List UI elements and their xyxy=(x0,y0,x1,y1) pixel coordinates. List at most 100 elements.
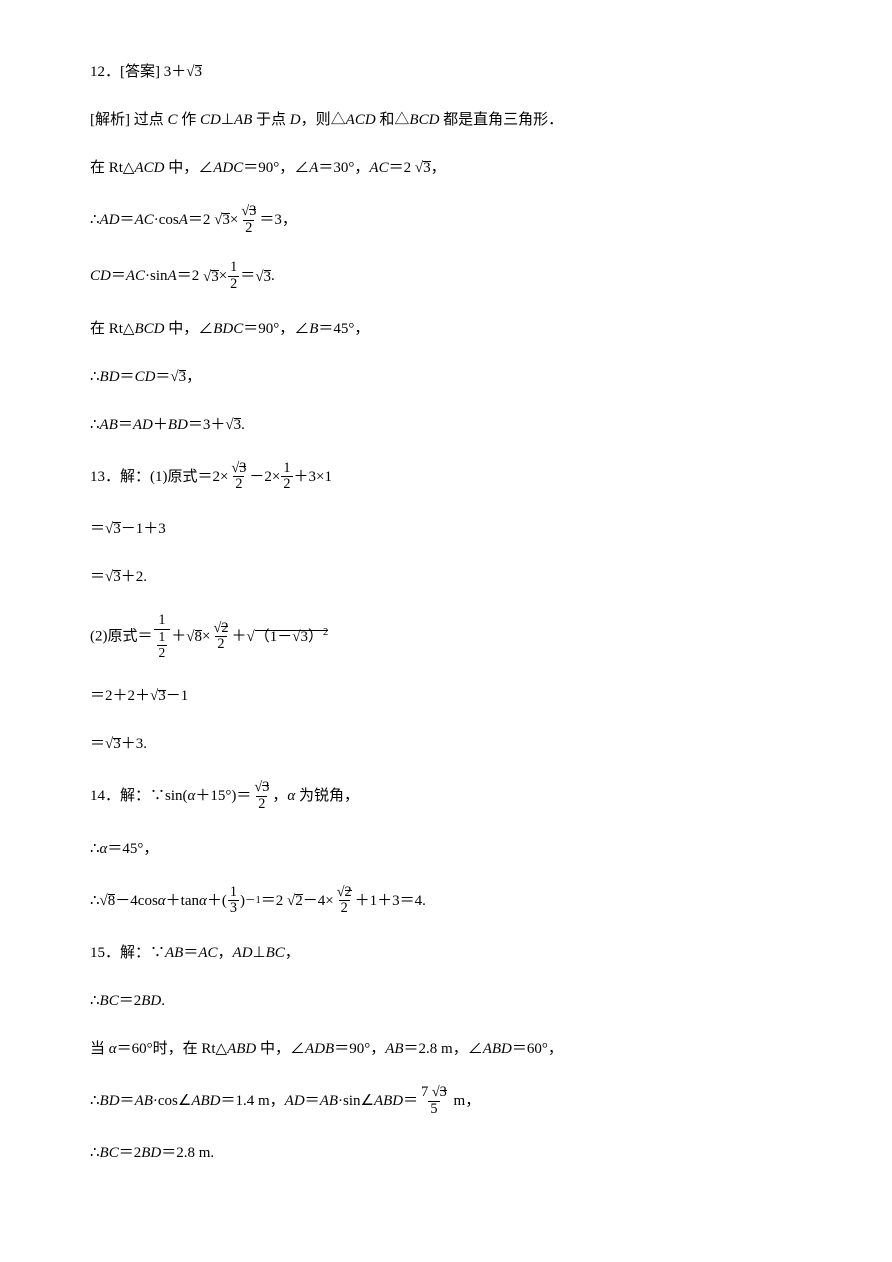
exponent: 2 xyxy=(323,627,328,638)
sqrt-icon: √3 xyxy=(105,565,121,589)
text: ＝2 xyxy=(119,993,142,1009)
var: α xyxy=(158,893,166,909)
q15-line5: ∴BC＝2BD＝2.8 m. xyxy=(90,1141,802,1165)
var: AC xyxy=(126,269,145,285)
text: ＋2. xyxy=(121,569,147,585)
sqrt-icon: √2 xyxy=(337,885,352,901)
text: ＝ xyxy=(155,369,170,385)
text: ·sin xyxy=(145,269,168,285)
text: ＋ xyxy=(171,629,186,645)
text: ·cos∠ xyxy=(153,1093,191,1109)
q13-line3: ＝√3＋2. xyxy=(90,565,802,589)
text: ⊥ xyxy=(221,112,234,128)
fraction: 7 √35 xyxy=(419,1085,449,1117)
sqrt-icon: √3 xyxy=(203,265,219,289)
text: ＝45°， xyxy=(107,841,158,857)
var: BD xyxy=(141,993,161,1009)
radicand: 2 xyxy=(345,884,352,900)
text: 14．解：∵sin( xyxy=(90,789,188,805)
q14-line2: ∴α＝45°， xyxy=(90,837,802,861)
text: ＝3＋ xyxy=(188,417,226,433)
sqrt-icon: √3 xyxy=(241,204,256,220)
q15-line2: ∴BC＝2BD. xyxy=(90,989,802,1013)
denom: 5 xyxy=(428,1101,439,1118)
radicand: 3 xyxy=(179,369,187,385)
radicand: 2 xyxy=(295,893,303,909)
q12-line2: 在 Rt△ACD 中，∠ADC＝90°，∠A＝30°，AC＝2 √3， xyxy=(90,156,802,180)
var: BD xyxy=(141,1145,161,1161)
var: D xyxy=(290,112,301,128)
var: ABD xyxy=(227,1041,256,1057)
text: ＝ xyxy=(90,521,105,537)
q12-line7: ∴AB＝AD＋BD＝3＋√3. xyxy=(90,413,802,437)
text: × xyxy=(219,269,227,285)
denom: 2 xyxy=(281,476,292,493)
fraction: √22 xyxy=(211,621,230,653)
text: ∴ xyxy=(90,212,100,228)
text: 中，∠ xyxy=(164,160,213,176)
var: AD xyxy=(233,945,253,961)
fraction: √32 xyxy=(239,204,258,236)
radicand: 3 xyxy=(194,64,202,80)
q12-answer: 12．[答案] 3＋√3 xyxy=(90,60,802,84)
var: BDC xyxy=(213,321,243,337)
q12-line4: CD＝AC·sinA＝2 √3×12＝√3. xyxy=(90,260,802,292)
sqrt-icon: √2 xyxy=(213,621,228,637)
q15-line3: 当 α＝60°时，在 Rt△ABD 中，∠ADB＝90°，AB＝2.8 m，∠A… xyxy=(90,1037,802,1061)
text: ，则△ xyxy=(301,112,346,128)
numer: 1 xyxy=(228,885,239,901)
radicand: 8 xyxy=(195,629,203,645)
var: α xyxy=(199,893,207,909)
var: AC xyxy=(135,212,154,228)
text: ∴ xyxy=(90,1093,100,1109)
fraction-compound: 112 xyxy=(154,613,171,660)
text: ＝ xyxy=(90,736,105,752)
text: 7 xyxy=(421,1084,432,1100)
text: ， xyxy=(218,945,233,961)
q13-line4: (2)原式＝112＋√8×√22＋√（1－√3）2 xyxy=(90,613,802,660)
text: 13．解：(1)原式＝2× xyxy=(90,469,228,485)
var: ABD xyxy=(191,1093,220,1109)
text: ， xyxy=(186,369,201,385)
sqrt-icon: √3 xyxy=(105,517,121,541)
sqrt-icon: √3 xyxy=(292,625,308,649)
text: ＝ xyxy=(118,417,133,433)
text: ＝2 xyxy=(389,160,415,176)
text: 12．[答案] 3＋ xyxy=(90,64,186,80)
text: 中，∠ xyxy=(256,1041,305,1057)
text: ＝2 xyxy=(188,212,214,228)
numer: 1 xyxy=(281,461,292,477)
fraction-inner: 12 xyxy=(157,630,168,661)
fraction: √22 xyxy=(335,885,354,917)
text: ＝45°， xyxy=(318,321,369,337)
q12-line6: ∴BD＝CD＝√3， xyxy=(90,365,802,389)
denom: 2 xyxy=(228,276,239,293)
var: A xyxy=(179,212,188,228)
fraction: √32 xyxy=(252,780,271,812)
radicand: 3 xyxy=(264,269,272,285)
text: 在 Rt△ xyxy=(90,321,134,337)
text: ∴ xyxy=(90,993,100,1009)
text: 为锐角， xyxy=(295,789,359,805)
radicand: 3 xyxy=(113,521,121,537)
var: BC xyxy=(266,945,285,961)
sqrt-icon: √3 xyxy=(214,208,230,232)
page-container: 12．[答案] 3＋√3 [解析] 过点 C 作 CD⊥AB 于点 D，则△AC… xyxy=(0,0,892,1262)
sqrt-icon-wide: √（1－√3）2 xyxy=(246,625,328,649)
text: （1－ xyxy=(255,629,293,645)
text: ＝60°时，在 Rt△ xyxy=(117,1041,227,1057)
radicand: 3 xyxy=(113,736,121,752)
var: ABD xyxy=(374,1093,403,1109)
text: ∴ xyxy=(90,1145,100,1161)
text: ， xyxy=(431,160,446,176)
var: AB xyxy=(320,1093,338,1109)
denom: 3 xyxy=(228,900,239,917)
text: 作 xyxy=(178,112,201,128)
text: ， xyxy=(285,945,300,961)
text: × xyxy=(230,212,238,228)
text: 于点 xyxy=(252,112,290,128)
q14-line1: 14．解：∵sin(α＋15°)＝√32，α 为锐角， xyxy=(90,780,802,812)
q14-line3: ∴√8－4cosα＋tanα＋(13)－1＝2 √2－4×√22＋1＋3＝4. xyxy=(90,885,802,917)
var: AD xyxy=(133,417,153,433)
sqrt-icon: √3 xyxy=(150,684,166,708)
